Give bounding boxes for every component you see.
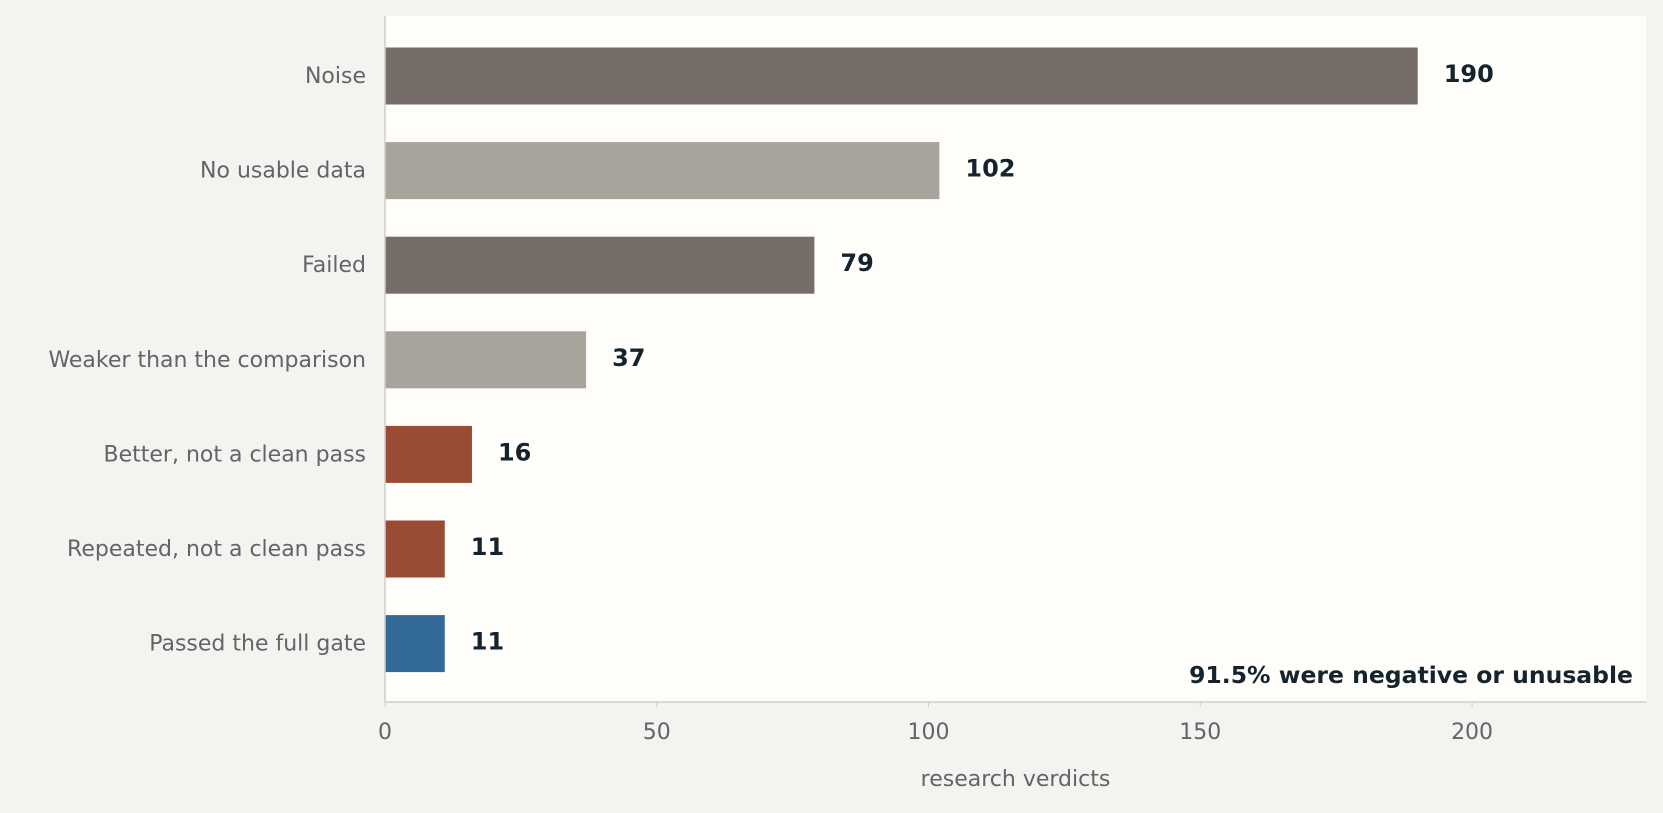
bar-noise <box>385 47 1418 105</box>
value-label-noise: 190 <box>1444 60 1494 88</box>
summary-annotation: 91.5% were negative or unusable <box>1189 661 1633 689</box>
value-label-weaker-than-the-comparison: 37 <box>612 344 645 372</box>
plot-background <box>385 16 1646 702</box>
value-label-better-not-a-clean-pass: 16 <box>498 438 531 466</box>
category-label-failed: Failed <box>302 253 366 278</box>
bar-repeated-not-a-clean-pass <box>385 520 445 578</box>
category-label-no-usable-data: No usable data <box>200 159 366 184</box>
category-labels-layer: Noise No usable data Failed Weaker than the… <box>48 64 366 657</box>
value-label-passed-the-full-gate: 11 <box>471 628 504 656</box>
x-axis-title: research verdicts <box>921 767 1111 792</box>
bar-no-usable-data <box>385 142 940 200</box>
category-label-repeated-not-a-clean-pass: Repeated, not a clean pass <box>67 537 366 562</box>
x-tick-label-200: 200 <box>1451 720 1493 745</box>
x-tick-label-50: 50 <box>643 720 671 745</box>
value-label-no-usable-data: 102 <box>965 155 1015 183</box>
x-axis-ticks: 0 50 100 150 200 <box>378 702 1493 745</box>
value-labels-layer: 190 102 79 37 16 11 11 <box>471 60 1494 656</box>
x-tick-label-100: 100 <box>908 720 950 745</box>
bar-weaker-than-the-comparison <box>385 331 587 389</box>
x-tick-label-0: 0 <box>378 720 392 745</box>
bar-better-not-a-clean-pass <box>385 425 472 483</box>
value-label-repeated-not-a-clean-pass: 11 <box>471 533 504 561</box>
x-tick-label-150: 150 <box>1179 720 1221 745</box>
category-label-passed-the-full-gate: Passed the full gate <box>149 632 366 657</box>
bars-layer <box>385 47 1418 673</box>
value-label-failed: 79 <box>840 249 873 277</box>
bar-failed <box>385 236 815 294</box>
bar-passed-the-full-gate <box>385 615 445 673</box>
category-label-noise: Noise <box>305 64 366 89</box>
category-label-better-not-a-clean-pass: Better, not a clean pass <box>104 442 366 467</box>
category-label-weaker-than-the-comparison: Weaker than the comparison <box>48 348 366 373</box>
